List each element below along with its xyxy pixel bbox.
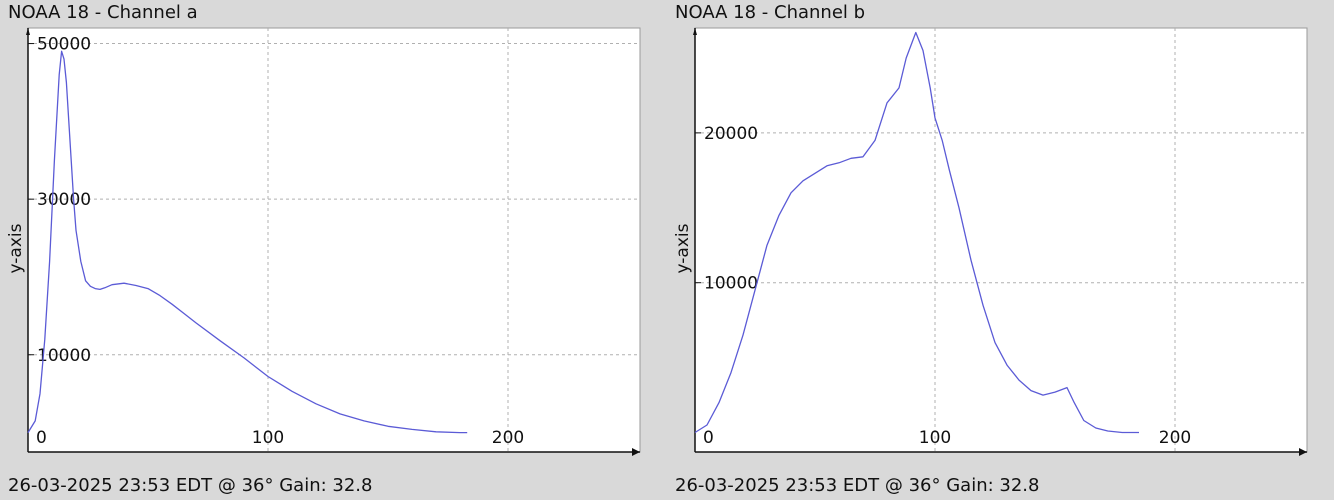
series-line bbox=[27, 50, 468, 434]
x-tick-label: 100 bbox=[919, 428, 951, 448]
y-axis-arrow bbox=[693, 28, 697, 35]
x-tick-label: 100 bbox=[252, 428, 284, 448]
y-tick-label: 10000 bbox=[704, 274, 758, 294]
y-tick-label: 10000 bbox=[37, 346, 91, 366]
plot-area bbox=[27, 27, 641, 453]
chart-title: NOAA 18 - Channel a bbox=[8, 2, 198, 23]
y-axis-arrow bbox=[26, 28, 30, 35]
y-tick-label: 20000 bbox=[704, 124, 758, 144]
chart-title: NOAA 18 - Channel b bbox=[675, 2, 866, 23]
series-line bbox=[694, 31, 1139, 434]
x-tick-label: 200 bbox=[1159, 428, 1191, 448]
y-tick-label: 30000 bbox=[37, 190, 91, 210]
x-axis-arrow bbox=[632, 448, 640, 456]
plot-area bbox=[694, 27, 1308, 453]
chart-footer: 26-03-2025 23:53 EDT @ 36° Gain: 32.8 bbox=[8, 475, 373, 496]
y-axis-title: y-axis bbox=[673, 223, 693, 273]
y-tick-label: 50000 bbox=[37, 35, 91, 55]
chart-panel-b: NOAA 18 - Channel b 0 100 200 10000 20000 y-a… bbox=[667, 0, 1334, 500]
x-axis-arrow bbox=[1299, 448, 1307, 456]
y-axis-title: y-axis bbox=[6, 223, 26, 273]
chart-b: 0 100 200 10000 20000 y-axis bbox=[673, 27, 1308, 456]
x-tick-label: 200 bbox=[492, 428, 524, 448]
x-tick-label: 0 bbox=[36, 428, 47, 448]
x-tick-label: 0 bbox=[703, 428, 714, 448]
chart-a: 0 100 200 10000 30000 50000 y-axis bbox=[6, 27, 641, 456]
chart-panel-a: NOAA 18 - Channel a 0 100 200 10000 30000 500… bbox=[6, 2, 641, 496]
chart-footer: 26-03-2025 23:53 EDT @ 36° Gain: 32.8 bbox=[675, 475, 1040, 496]
